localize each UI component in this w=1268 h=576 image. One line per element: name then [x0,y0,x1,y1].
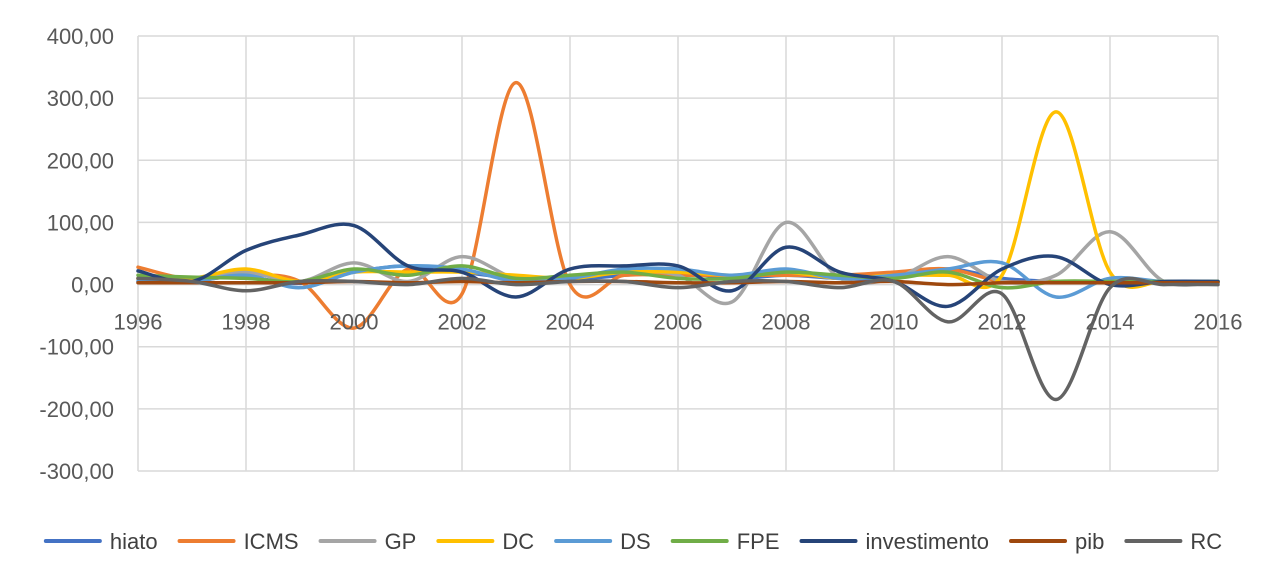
y-tick-label: -300,00 [39,459,114,484]
legend-label-pib: pib [1075,529,1104,554]
y-tick-label: 200,00 [47,148,114,173]
x-tick-label: 1998 [222,310,271,335]
y-tick-label: -100,00 [39,335,114,360]
y-tick-label: 0,00 [71,273,114,298]
x-tick-label: 2010 [870,310,919,335]
y-tick-label: 300,00 [47,86,114,111]
legend-label-DC: DC [502,529,534,554]
x-tick-label: 2002 [438,310,487,335]
series-line-investimento [136,222,1220,309]
y-axis-tick-labels: 400,00 300,00 200,00 100,00 0,00 -100,00 -200,… [39,24,114,484]
series-lines [136,80,1220,402]
legend-label-DS: DS [620,529,651,554]
y-tick-label: 400,00 [47,24,114,49]
legend: hiato ICMS GP DC DS FPE investimento pib RC [43,529,1222,554]
series-line-DS [136,259,1220,299]
series-line-GP [136,220,1220,306]
x-tick-label: 2008 [762,310,811,335]
x-tick-label: 2000 [330,310,379,335]
x-tick-label: 2006 [654,310,703,335]
series-line-RC [136,276,1220,402]
legend-label-hiato: hiato [110,529,158,554]
x-tick-label: 1996 [114,310,163,335]
legend-label-FPE: FPE [737,529,780,554]
x-tick-label: 2016 [1194,310,1243,335]
legend-label-RC: RC [1190,529,1222,554]
legend-label-investimento: investimento [866,529,990,554]
x-tick-label: 2012 [978,310,1027,335]
x-tick-label: 2004 [546,310,595,335]
legend-label-GP: GP [385,529,417,554]
x-axis-tick-labels: 1996 1998 2000 2002 2004 2006 2008 2010 2012 2014… [114,310,1243,335]
legend-label-ICMS: ICMS [244,529,299,554]
gridlines [137,35,1219,472]
y-tick-label: 100,00 [47,210,114,235]
y-tick-label: -200,00 [39,397,114,422]
x-tick-label: 2014 [1086,310,1135,335]
